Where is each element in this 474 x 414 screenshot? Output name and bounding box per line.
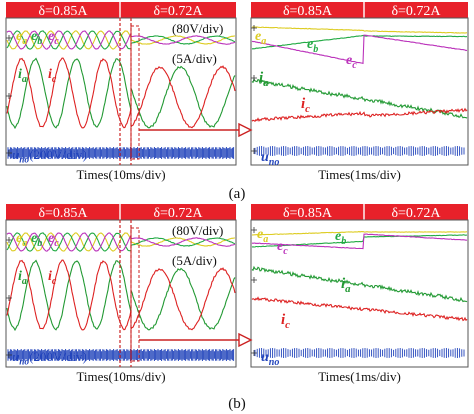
header-label-after: δ=0.72A <box>153 206 203 221</box>
trace-ic-after <box>130 267 236 331</box>
label-uno: uno <box>261 350 279 368</box>
label-uno: uno <box>261 150 279 168</box>
trace-ea-after <box>130 237 235 247</box>
caption-0: (a) <box>229 186 246 202</box>
trace-ic-after <box>130 65 236 129</box>
label-uno: uno(200V/div) <box>12 349 87 368</box>
label-ec: ec <box>277 239 288 257</box>
label-ic: ic <box>301 96 310 115</box>
trace-ia-after <box>130 267 236 331</box>
ground-marker-e <box>6 35 12 41</box>
trace-ia-zoom <box>251 77 468 119</box>
label-eb: eb <box>31 29 42 47</box>
trace-eb-before <box>6 232 132 252</box>
trace-ec-after <box>130 35 236 45</box>
trace-eb-after <box>130 237 236 247</box>
trace-ia-before <box>6 57 132 130</box>
x-axis-label: Times(1ms/div) <box>318 167 401 182</box>
x-axis-label: Times(10ms/div) <box>76 167 165 182</box>
scale-label-voltage: (80V/div) <box>172 21 223 36</box>
label-ia: ia <box>18 269 27 287</box>
trace-ec-zoom <box>251 34 468 65</box>
label-eb: eb <box>307 37 318 55</box>
label-ia: ia <box>18 67 27 85</box>
header-bar <box>251 2 468 18</box>
label-ec: ec <box>48 29 59 47</box>
ground-marker-i <box>251 75 257 81</box>
trace-ia-zoom <box>251 265 468 303</box>
zoom-arrow-head <box>238 332 253 348</box>
label-ea: ea <box>16 231 27 249</box>
label-ia: ia <box>341 276 351 295</box>
trace-ea-zoom <box>251 26 467 34</box>
trace-ia-after <box>130 65 236 129</box>
header-label-before: δ=0.85A <box>38 206 88 221</box>
trace-ec-before <box>6 30 132 50</box>
trace-ia-before <box>6 259 132 332</box>
ground-marker-e <box>251 227 257 233</box>
x-axis-label: Times(10ms/div) <box>76 369 165 384</box>
trace-eb-zoom <box>251 34 468 50</box>
zoom-window <box>130 227 140 362</box>
zoom-window <box>130 25 140 160</box>
scale-label-voltage: (80V/div) <box>172 223 223 238</box>
label-ic: ic <box>281 312 290 331</box>
header-bar <box>6 2 236 18</box>
trace-ec-zoom <box>251 233 468 250</box>
trace-ic-before <box>6 57 132 129</box>
trace-ea-before <box>6 30 132 50</box>
trace-ea-after <box>130 35 235 45</box>
label-ic: ic <box>48 269 57 287</box>
header-bar <box>251 204 468 220</box>
label-ec: ec <box>346 53 357 71</box>
ground-marker-e <box>251 25 257 31</box>
ground-marker-e <box>6 237 12 243</box>
trace-uno-zoom <box>254 146 465 156</box>
ground-marker-u <box>251 350 257 356</box>
label-ia: ia <box>259 70 269 89</box>
ground-marker-u <box>6 150 12 156</box>
trace-ic-zoom <box>251 107 468 122</box>
trace-ea-before <box>6 232 132 252</box>
trace-ea-zoom <box>251 230 467 236</box>
trace-ic-before <box>6 259 132 331</box>
right-plot-frame <box>250 17 469 166</box>
right-plot-frame <box>250 219 469 368</box>
header-label-before: δ=0.85A <box>38 4 88 19</box>
left-plot-frame <box>5 17 237 166</box>
ground-marker-i <box>251 277 257 283</box>
header-label-after: δ=0.72A <box>391 4 441 19</box>
trace-ic-zoom <box>251 296 468 322</box>
label-ea: ea <box>257 227 268 245</box>
scale-label-current: (5A/div) <box>172 253 217 268</box>
label-eb: eb <box>31 231 42 249</box>
scale-label-current: (5A/div) <box>172 51 217 66</box>
header-label-before: δ=0.85A <box>283 206 333 221</box>
x-axis-label: Times(1ms/div) <box>318 369 401 384</box>
zoom-arrow-head <box>238 122 253 138</box>
label-uno: uno(200V/div) <box>12 147 87 166</box>
trace-eb-before <box>6 30 132 50</box>
label-eb: eb <box>335 229 346 247</box>
ground-marker-u <box>251 148 257 154</box>
header-label-after: δ=0.72A <box>391 206 441 221</box>
trace-uno-zoom <box>254 348 465 358</box>
header-label-before: δ=0.85A <box>283 4 333 19</box>
caption-1: (b) <box>228 396 246 412</box>
ground-marker-i <box>6 295 12 301</box>
ground-marker-u <box>6 352 12 358</box>
left-plot-frame <box>5 219 237 368</box>
ground-marker-i <box>6 93 12 99</box>
trace-eb-after <box>130 35 236 45</box>
label-ea: ea <box>255 29 266 47</box>
header-label-after: δ=0.72A <box>153 4 203 19</box>
trace-ec-before <box>6 232 132 252</box>
trace-ec-after <box>130 237 236 247</box>
label-ea: ea <box>16 29 27 47</box>
header-bar <box>6 204 236 220</box>
label-ic: ic <box>48 67 57 85</box>
label-ec: ec <box>48 231 59 249</box>
